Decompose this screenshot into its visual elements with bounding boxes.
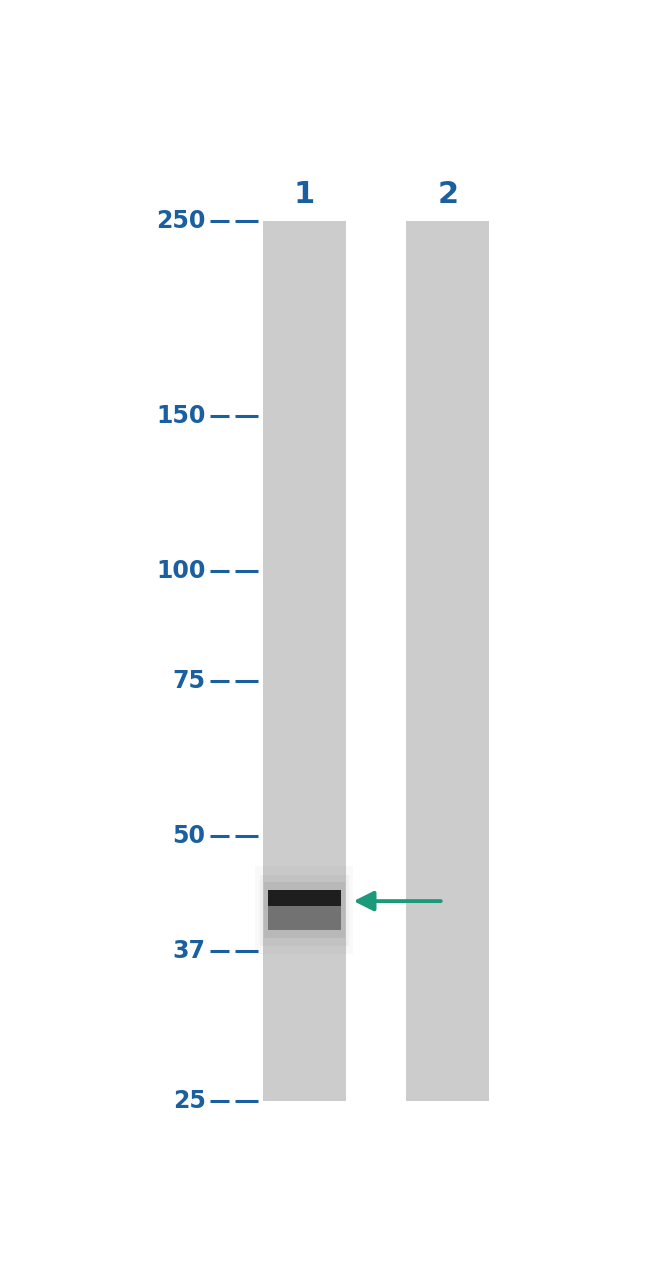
- Bar: [263, 883, 344, 937]
- Bar: [268, 906, 341, 930]
- Text: 50: 50: [173, 824, 205, 848]
- Text: 2: 2: [437, 180, 458, 210]
- Text: 25: 25: [173, 1088, 205, 1113]
- Text: 150: 150: [156, 404, 205, 428]
- Bar: [268, 890, 341, 906]
- Bar: [255, 866, 354, 954]
- Text: 1: 1: [294, 180, 315, 210]
- Text: 250: 250: [156, 208, 205, 232]
- Bar: [259, 875, 349, 946]
- Text: 37: 37: [173, 939, 205, 963]
- Text: 100: 100: [156, 559, 205, 583]
- Bar: [263, 221, 346, 1101]
- Text: 75: 75: [173, 669, 205, 693]
- Bar: [406, 221, 489, 1101]
